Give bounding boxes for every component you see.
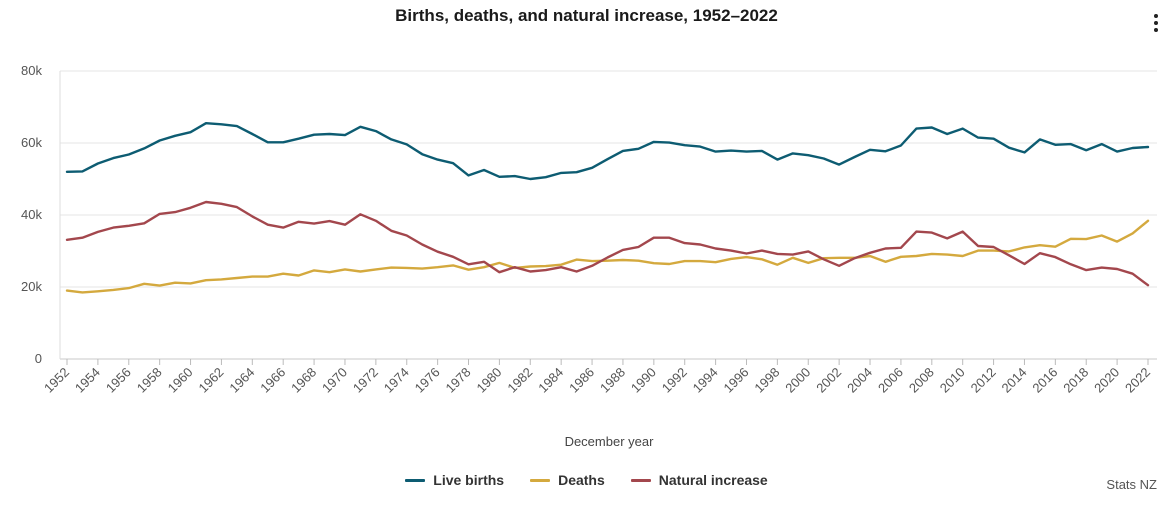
legend-item-deaths[interactable]: Deaths [530, 472, 605, 488]
x-tick-label: 1992 [659, 365, 690, 396]
x-tick-label: 2010 [937, 365, 968, 396]
legend: Live births Deaths Natural increase [0, 472, 1173, 488]
legend-swatch [405, 478, 426, 482]
x-tick-label: 1954 [72, 365, 103, 396]
y-axis: 0 20k 40k 60k 80k [21, 63, 61, 366]
x-tick-label: 1990 [628, 365, 659, 396]
x-tick-label: 1966 [257, 365, 288, 396]
x-tick-label: 2020 [1091, 365, 1122, 396]
x-tick-label: 1988 [597, 365, 628, 396]
x-tick-label: 1996 [721, 365, 752, 396]
y-tick-label: 0 [35, 351, 42, 366]
legend-swatch [630, 478, 651, 482]
x-tick-label: 1962 [195, 365, 226, 396]
x-tick-label: 2014 [999, 365, 1030, 396]
x-tick-label: 2002 [813, 365, 844, 396]
chart-menu-button[interactable] [1146, 10, 1166, 36]
gridlines [60, 70, 1157, 360]
x-tick-label: 1974 [381, 365, 412, 396]
x-tick-label: 1994 [690, 365, 721, 396]
y-tick-label: 80k [21, 63, 42, 78]
x-tick-label: 1960 [165, 365, 196, 396]
y-tick-label: 40k [21, 207, 42, 222]
y-tick-label: 20k [21, 279, 42, 294]
x-tick-label: 1970 [319, 365, 350, 396]
x-tick-label: 2012 [968, 365, 999, 396]
x-tick-label: 1964 [226, 365, 257, 396]
x-tick-label: 2022 [1122, 365, 1153, 396]
x-tick-label: 1976 [412, 365, 443, 396]
series-line-natural-increase [65, 200, 1150, 287]
x-tick-label: 1968 [288, 365, 319, 396]
x-tick-label: 2006 [875, 365, 906, 396]
series-line-live-births [65, 121, 1150, 181]
chart-title: Births, deaths, and natural increase, 19… [395, 6, 778, 25]
legend-label: Deaths [558, 472, 605, 488]
x-tick-label: 2018 [1060, 365, 1091, 396]
x-tick-label: 1982 [504, 365, 535, 396]
legend-label: Natural increase [658, 472, 768, 488]
x-tick-label: 1980 [473, 365, 504, 396]
legend-item-live-births[interactable]: Live births [405, 472, 504, 488]
x-tick-label: 1984 [535, 365, 566, 396]
y-tick-label: 60k [21, 135, 42, 150]
x-tick-label: 1972 [350, 365, 381, 396]
series-line-deaths [65, 219, 1150, 294]
legend-label: Live births [433, 472, 505, 488]
x-tick-label: 1998 [751, 365, 782, 396]
source-credit: Stats NZ [1106, 477, 1157, 492]
x-tick-label: 1986 [566, 365, 597, 396]
x-tick-label: 2004 [844, 365, 875, 396]
x-tick-label: 1978 [443, 365, 474, 396]
vertical-ellipsis-icon [1154, 14, 1158, 32]
x-tick-label: 2000 [782, 365, 813, 396]
legend-swatch [530, 478, 551, 482]
x-tick-label: 2016 [1029, 365, 1060, 396]
x-axis: 1952 1954 1956 1958 1960 1962 1964 1966 1968 1970… [41, 359, 1153, 396]
x-axis-title: December year [565, 434, 655, 449]
legend-item-natural-increase[interactable]: Natural increase [630, 472, 768, 488]
x-tick-label: 1952 [41, 365, 72, 396]
x-tick-label: 2008 [906, 365, 937, 396]
series-lines [65, 121, 1150, 294]
x-tick-label: 1958 [134, 365, 165, 396]
x-tick-label: 1956 [103, 365, 134, 396]
